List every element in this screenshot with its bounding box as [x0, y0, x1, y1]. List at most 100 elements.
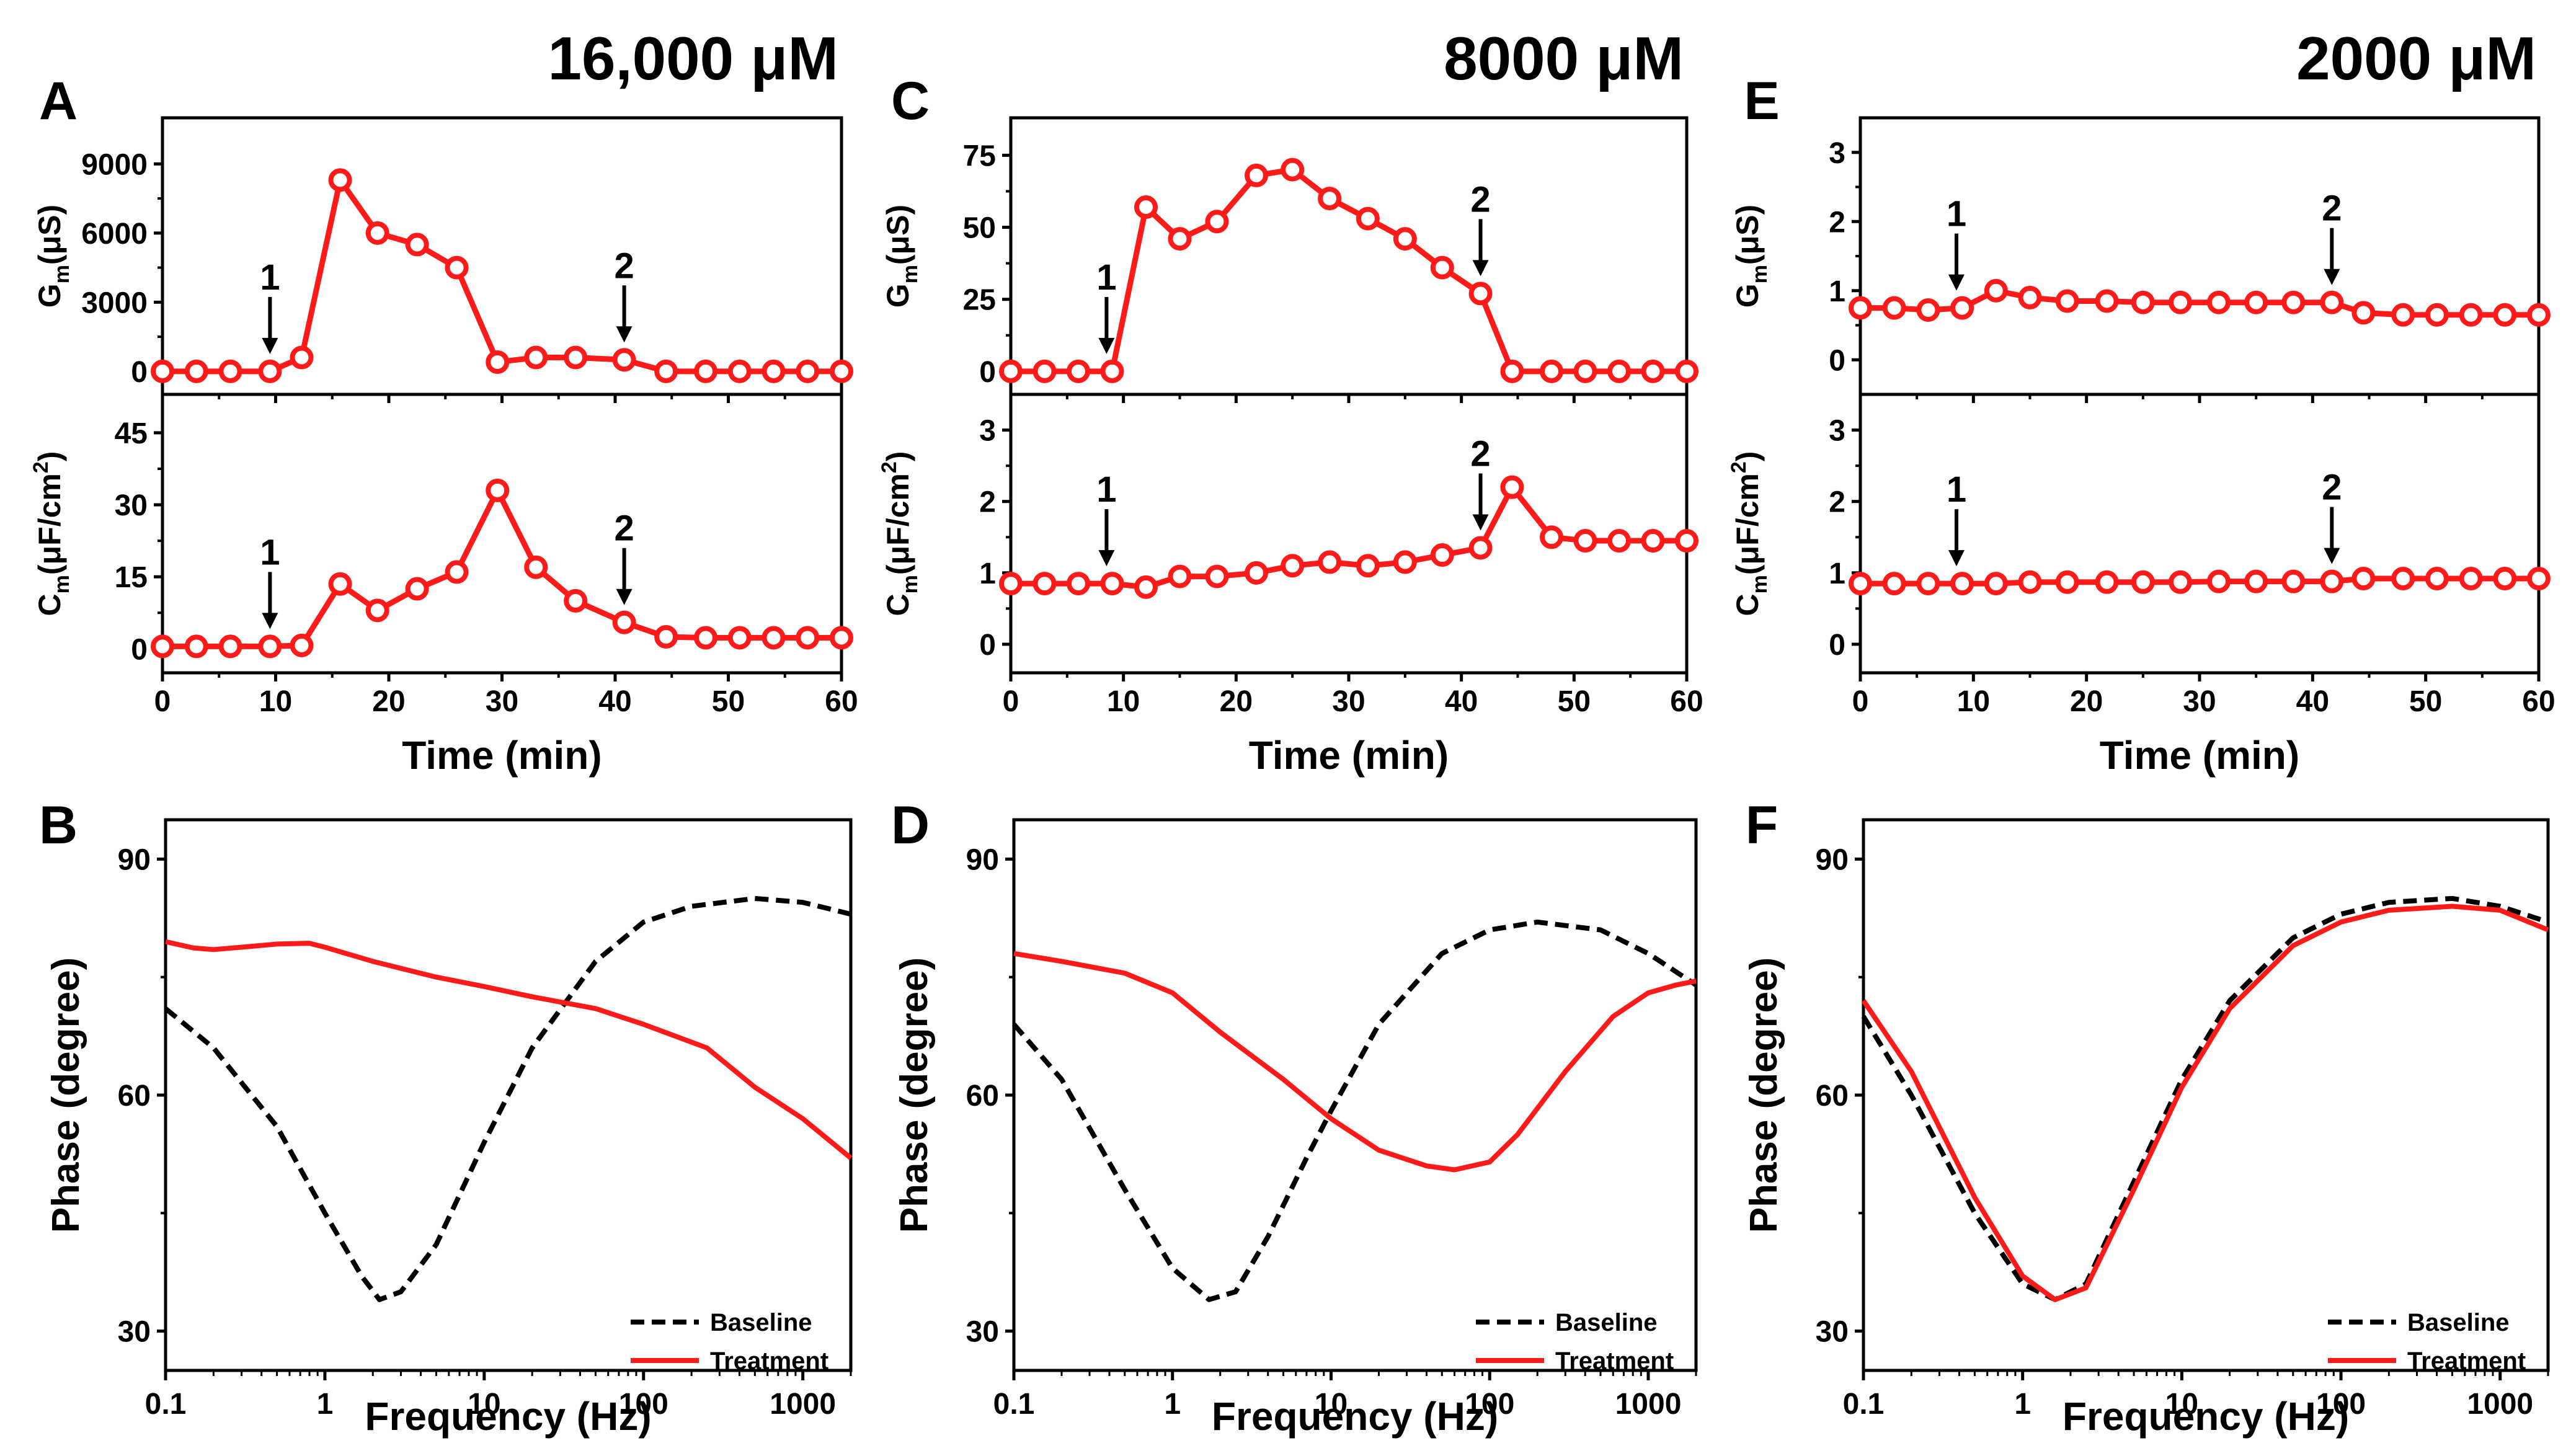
data-point: [2131, 570, 2155, 594]
data-point: [1205, 210, 1229, 234]
series-line-baseline: [1861, 895, 2549, 1302]
data-point: [2095, 289, 2119, 313]
data-point: [1675, 529, 1698, 553]
data-point: [1032, 572, 1057, 596]
y-label-close: ): [1730, 451, 1765, 462]
panel-label: E: [1744, 71, 1779, 131]
x-tick-label: 0: [1852, 685, 1869, 718]
x-tick-label: 0: [1003, 685, 1019, 718]
axes-frame: [1862, 818, 2550, 1372]
data-point: [1916, 298, 1940, 322]
data-point: [524, 345, 548, 370]
data-point: [405, 577, 429, 601]
x-tick-label: 50: [2409, 685, 2442, 718]
annotation-label: 2: [2322, 189, 2342, 229]
x-tick-label: 60: [1670, 685, 1703, 718]
x-tick-label: 30: [486, 685, 518, 718]
data-point: [1356, 554, 1380, 578]
data-point: [2391, 303, 2415, 327]
data-point: [2493, 303, 2517, 327]
data-point: [2527, 303, 2551, 327]
data-point: [2244, 290, 2268, 314]
data-point: [694, 359, 717, 383]
x-axis-label: Time (min): [1249, 733, 1449, 778]
y-label-subscript: m: [1748, 575, 1772, 593]
y-axis-label: Phase (degree): [1743, 957, 1785, 1233]
y-label-symbol: C: [32, 593, 67, 616]
data-point: [2095, 570, 2119, 594]
concentration-title: 2000 μM: [2296, 24, 2536, 92]
data-point: [1500, 475, 1524, 499]
y-tick-label: 3: [979, 415, 996, 448]
data-point: [328, 572, 352, 596]
data-point: [2493, 567, 2517, 591]
data-point: [1430, 543, 1454, 567]
x-tick-label: 30: [2183, 685, 2216, 718]
data-point: [1032, 359, 1057, 383]
data-point: [1950, 572, 1974, 596]
data-point: [654, 359, 678, 383]
x-tick-label: 0: [154, 685, 171, 718]
data-point: [1607, 529, 1631, 553]
y-label-subscript: m: [899, 575, 922, 593]
data-point: [727, 626, 752, 650]
x-tick-label: 10: [1957, 685, 1990, 718]
data-point: [2425, 303, 2449, 327]
data-point: [564, 588, 588, 613]
y-label-unit: (μF/cm: [32, 473, 67, 575]
annotation-label: 2: [614, 508, 634, 549]
y-tick-label: 25: [963, 284, 996, 317]
y-tick-label: 90: [1816, 843, 1849, 876]
x-tick-label: 1000: [1615, 1388, 1682, 1421]
data-point: [290, 633, 314, 657]
y-tick-label: 2: [979, 486, 996, 519]
data-point: [1882, 572, 1906, 596]
data-point: [1984, 572, 2008, 596]
axes-frame: [1009, 116, 1689, 396]
y-axis-label: Phase (degree): [893, 957, 936, 1233]
y-tick-label: 2: [1829, 206, 1845, 239]
y-label-close: ): [32, 451, 67, 462]
x-tick-label: 1: [1164, 1388, 1181, 1421]
data-point: [1134, 575, 1158, 599]
y-tick-label: 60: [118, 1080, 151, 1112]
data-point: [405, 233, 429, 257]
y-tick-label: 30: [115, 489, 148, 522]
annotation-arrow-head: [616, 326, 633, 343]
data-point: [445, 560, 469, 584]
x-tick-label: 10: [468, 1388, 500, 1421]
data-point: [830, 359, 853, 383]
data-point: [1641, 359, 1665, 383]
y-tick-label: 1: [1829, 275, 1845, 308]
axes-frame: [1858, 393, 2541, 675]
x-tick-label: 0.1: [1843, 1388, 1885, 1421]
y-tick-label: 75: [963, 140, 996, 172]
series-line-treatment: [1013, 951, 1697, 1173]
y-label-subscript: m: [899, 265, 922, 283]
data-point: [2169, 570, 2193, 594]
annotation-arrow-head: [2324, 269, 2340, 285]
data-point: [1916, 572, 1940, 596]
data-point: [564, 345, 588, 370]
y-label-symbol: G: [881, 283, 915, 308]
annotation-arrow-head: [1098, 337, 1115, 354]
y-tick-label: 6000: [81, 218, 148, 251]
series-line-treatment: [1861, 903, 2549, 1302]
x-tick-label: 0.1: [993, 1388, 1035, 1421]
data-point: [1882, 296, 1906, 320]
y-label-close: ): [881, 451, 915, 462]
axes-frame: [1858, 116, 2541, 396]
data-point: [445, 255, 469, 280]
annotation-label: 1: [1096, 469, 1116, 510]
data-point: [727, 359, 752, 383]
x-tick-label: 100: [1465, 1388, 1514, 1421]
data-point: [2281, 569, 2306, 593]
y-tick-label: 0: [979, 629, 996, 662]
panel-label: D: [891, 796, 930, 855]
annotation-arrow-head: [262, 337, 278, 354]
data-point: [1849, 572, 1872, 596]
legend-label: Baseline: [710, 1309, 812, 1336]
